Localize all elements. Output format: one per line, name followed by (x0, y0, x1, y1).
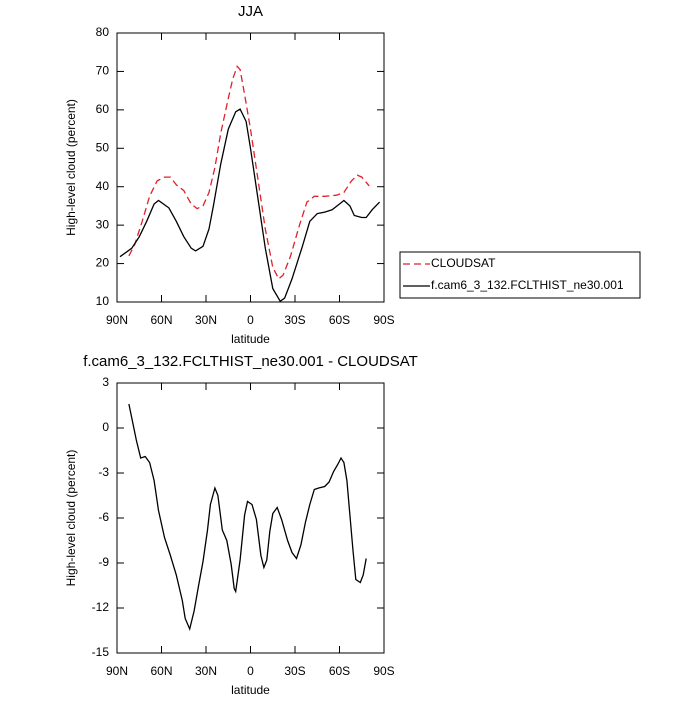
chart: JJA latitude High-level cloud (percent) 90N… (64, 3, 641, 346)
y-tick-label: 40 (96, 179, 110, 193)
plot-frame (116, 32, 385, 303)
y-tick-label: -9 (98, 555, 109, 569)
y-tick-label: 50 (96, 140, 110, 154)
x-tick-label: 60S (329, 313, 350, 327)
legend-box (399, 251, 641, 299)
y-tick-label: -15 (92, 645, 110, 659)
data-line (128, 403, 367, 632)
x-tick-label: 90N (106, 664, 128, 678)
chart: f.cam6_3_132.FCLTHIST_ne30.001 - CLOUDSA… (64, 353, 418, 697)
data-line (119, 108, 381, 303)
x-tick-label: 30S (284, 313, 305, 327)
y-axis-label: High-level cloud (percent) (64, 99, 78, 236)
x-axis-label: latitude (231, 683, 270, 697)
y-tick-label: 80 (96, 25, 110, 39)
x-tick-label: 30N (195, 313, 217, 327)
y-tick-label: -12 (92, 600, 110, 614)
x-tick-label: 30N (195, 664, 217, 678)
y-tick-label: 20 (96, 256, 110, 270)
x-tick-label: 90N (106, 313, 128, 327)
data-line (128, 65, 370, 280)
chart-title: f.cam6_3_132.FCLTHIST_ne30.001 - CLOUDSA… (83, 353, 418, 370)
x-axis-label: latitude (231, 332, 270, 346)
y-tick-label: -3 (98, 465, 109, 479)
chart-title: JJA (238, 3, 263, 20)
legend-label: CLOUDSAT (431, 256, 496, 270)
y-tick-label: 3 (102, 375, 109, 389)
x-tick-label: 90S (373, 313, 394, 327)
plot-frame (116, 382, 385, 654)
x-tick-label: 60N (150, 664, 172, 678)
x-tick-label: 30S (284, 664, 305, 678)
y-axis-label: High-level cloud (percent) (64, 450, 78, 587)
x-tick-label: 60N (150, 313, 172, 327)
y-tick-label: 10 (96, 294, 110, 308)
x-tick-label: 0 (247, 664, 254, 678)
x-tick-label: 0 (247, 313, 254, 327)
y-tick-label: -6 (98, 510, 109, 524)
legend-label: f.cam6_3_132.FCLTHIST_ne30.001 (431, 278, 624, 292)
y-tick-label: 0 (102, 420, 109, 434)
y-tick-label: 60 (96, 102, 110, 116)
y-tick-label: 30 (96, 217, 110, 231)
x-tick-label: 90S (373, 664, 394, 678)
x-tick-label: 60S (329, 664, 350, 678)
y-tick-label: 70 (96, 64, 110, 78)
